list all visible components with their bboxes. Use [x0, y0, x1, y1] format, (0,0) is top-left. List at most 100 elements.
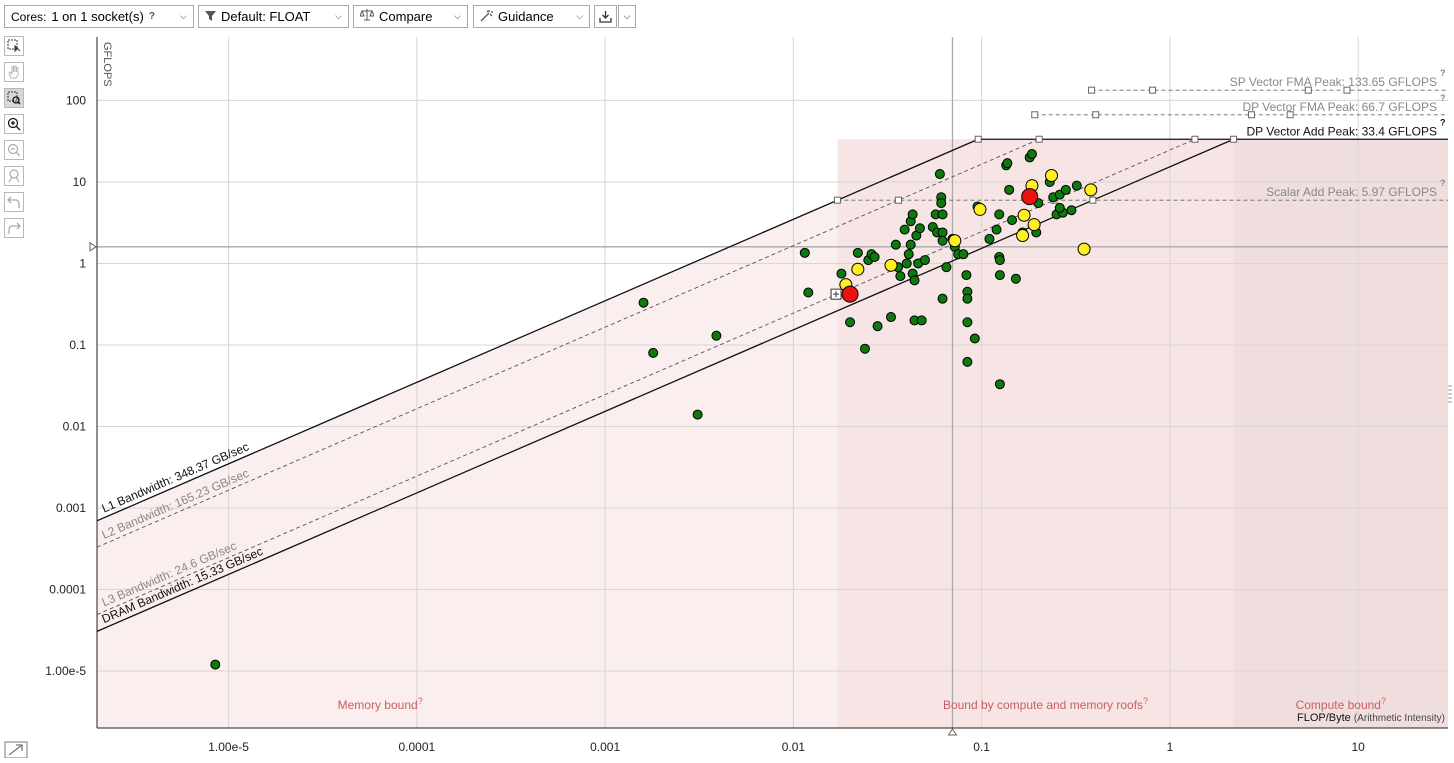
ridge-marker: [1149, 86, 1157, 94]
guidance-dropdown[interactable]: Guidance ⌵: [473, 5, 590, 28]
loop-point-green[interactable]: [919, 255, 930, 266]
loop-point-green[interactable]: [1066, 205, 1077, 216]
expand-button[interactable]: [4, 740, 28, 759]
loop-point-green[interactable]: [958, 249, 969, 260]
zoom-in-tool[interactable]: [4, 114, 24, 134]
ridge-marker: [1230, 135, 1238, 143]
y-tick-label: 1.00e-5: [45, 664, 86, 678]
loop-point-green[interactable]: [937, 209, 948, 220]
loop-point-green[interactable]: [799, 247, 810, 258]
loop-point-green[interactable]: [937, 227, 948, 238]
loop-point-green[interactable]: [994, 379, 1005, 390]
export-icon: [599, 11, 612, 23]
loop-point-green[interactable]: [937, 235, 948, 246]
loop-point-green[interactable]: [962, 293, 973, 304]
loop-point-green[interactable]: [1007, 215, 1018, 226]
loop-point-green[interactable]: [852, 247, 863, 258]
loop-point-green[interactable]: [1060, 184, 1071, 195]
loop-point-green[interactable]: [638, 297, 649, 308]
select-icon: [7, 39, 21, 53]
loop-point-green[interactable]: [692, 409, 703, 420]
loop-point-green[interactable]: [962, 317, 973, 328]
loop-point-green[interactable]: [991, 224, 1002, 235]
loop-point-yellow[interactable]: [884, 258, 898, 272]
y-tick-label: 0.001: [56, 501, 86, 515]
loop-point-green[interactable]: [1026, 149, 1037, 160]
roof-help-icon: ?: [1440, 68, 1446, 78]
select-tool[interactable]: [4, 36, 24, 56]
loop-point-red[interactable]: [841, 285, 859, 303]
loop-point-green[interactable]: [836, 268, 847, 279]
pan-tool[interactable]: [4, 62, 24, 82]
pan-icon: [8, 65, 19, 79]
loop-point-green[interactable]: [869, 252, 880, 263]
help-icon[interactable]: ?: [148, 11, 155, 22]
chart-points[interactable]: [210, 149, 1098, 670]
loop-point-green[interactable]: [845, 317, 856, 328]
y-tick-label: 0.0001: [49, 583, 86, 597]
loop-point-green[interactable]: [711, 330, 722, 341]
zoom-rect-tool[interactable]: [4, 88, 24, 108]
loop-point-green[interactable]: [895, 271, 906, 282]
loop-point-green[interactable]: [859, 343, 870, 354]
loop-point-green[interactable]: [648, 347, 659, 358]
export-button[interactable]: [594, 5, 617, 28]
loop-point-green[interactable]: [901, 258, 912, 269]
loop-point-green[interactable]: [914, 223, 925, 234]
loop-point-green[interactable]: [890, 239, 901, 250]
loop-point-green[interactable]: [803, 287, 814, 298]
cores-dropdown[interactable]: Cores: 1 on 1 socket(s) ? ⌵: [4, 5, 194, 28]
loop-point-green[interactable]: [210, 659, 221, 670]
plus-icon: [833, 291, 840, 298]
loop-point-green[interactable]: [936, 198, 947, 209]
loop-point-green[interactable]: [916, 315, 927, 326]
loop-point-green[interactable]: [872, 321, 883, 332]
loop-point-green[interactable]: [886, 312, 897, 323]
loop-point-green[interactable]: [907, 209, 918, 220]
x-tick-label: 0.001: [590, 740, 620, 754]
loop-point-green[interactable]: [941, 262, 952, 273]
filter-dropdown[interactable]: Default: FLOAT ⌵: [198, 5, 349, 28]
loop-point-yellow[interactable]: [948, 234, 962, 248]
loop-point-green[interactable]: [961, 270, 972, 281]
loop-point-green[interactable]: [903, 249, 914, 260]
undo-tool[interactable]: [4, 192, 24, 212]
loop-point-green[interactable]: [1002, 158, 1013, 169]
scale-icon: [359, 9, 375, 24]
loop-point-green[interactable]: [899, 224, 910, 235]
loop-point-yellow[interactable]: [1016, 229, 1030, 243]
region-label: Memory bound?: [338, 696, 423, 712]
loop-point-green[interactable]: [905, 239, 916, 250]
loop-point-green[interactable]: [994, 209, 1005, 220]
loop-point-yellow[interactable]: [1045, 168, 1059, 182]
resize-handle[interactable]: [1447, 382, 1453, 408]
fit-tool[interactable]: [4, 166, 24, 186]
loop-point-green[interactable]: [1054, 202, 1065, 213]
compute-roof-label: DP Vector FMA Peak: 66.7 GFLOPS: [1242, 100, 1437, 114]
zoom-out-tool[interactable]: [4, 140, 24, 160]
loop-point-green[interactable]: [969, 333, 980, 344]
loop-point-green[interactable]: [934, 169, 945, 180]
loop-point-green[interactable]: [909, 275, 920, 286]
toolbar: Cores: 1 on 1 socket(s) ? ⌵ Default: FLO…: [0, 0, 1454, 34]
loop-point-yellow[interactable]: [1084, 183, 1098, 197]
loop-point-red[interactable]: [1021, 188, 1039, 206]
loop-point-green[interactable]: [984, 233, 995, 244]
loop-point-green[interactable]: [1010, 273, 1021, 284]
loop-point-green[interactable]: [962, 356, 973, 367]
loop-point-yellow[interactable]: [851, 262, 865, 276]
loop-point-yellow[interactable]: [1027, 218, 1041, 232]
export-menu-button[interactable]: ⌵: [618, 5, 636, 28]
loop-point-green[interactable]: [937, 293, 948, 304]
loop-point-green[interactable]: [1071, 180, 1082, 191]
loop-point-green[interactable]: [994, 255, 1005, 266]
loop-point-green[interactable]: [1004, 184, 1015, 195]
compare-dropdown[interactable]: Compare ⌵: [353, 5, 468, 28]
redo-tool[interactable]: [4, 218, 24, 238]
loop-point-green[interactable]: [994, 270, 1005, 281]
loop-point-yellow[interactable]: [1077, 242, 1091, 256]
region-label: Compute bound?: [1296, 696, 1386, 712]
loop-point-yellow[interactable]: [1017, 208, 1031, 222]
loop-point-yellow[interactable]: [973, 202, 987, 216]
